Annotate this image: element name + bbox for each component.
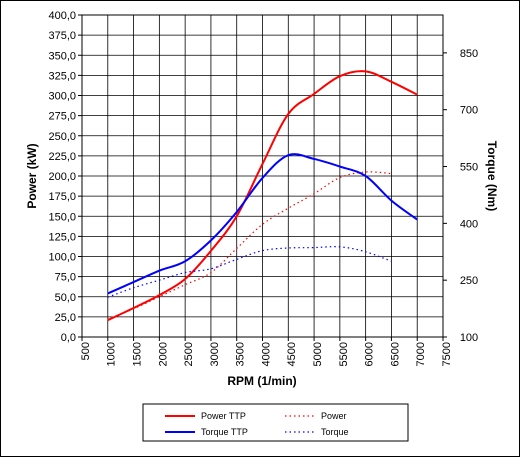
legend-label: Torque TTP: [201, 427, 248, 437]
y2-tick-label: 550: [460, 162, 478, 174]
legend-label: Torque: [321, 427, 349, 437]
legend-label: Power TTP: [201, 411, 246, 421]
y-tick-label: 50,0: [55, 292, 76, 304]
x-tick-label: 500: [80, 342, 92, 360]
y-tick-label: 400,0: [48, 10, 76, 22]
y-tick-label: 150,0: [48, 211, 76, 223]
y2-tick-label: 100: [460, 332, 478, 344]
legend-label: Power: [321, 411, 347, 421]
grid-lines: [81, 14, 444, 338]
y-axis-ticks: 0,0 25,0 50,0 75,0 100,0 125,0 150,0 175,0 200,0…: [48, 10, 82, 344]
y-tick-label: 325,0: [48, 70, 76, 82]
x-tick-label: 4500: [286, 342, 298, 366]
plot-area-border: [81, 14, 444, 338]
x-axis-ticks: 500 1000 1500 2000 2500 3000 3500 4000 4500 5000 5…: [80, 337, 453, 366]
y-tick-label: 25,0: [55, 312, 76, 324]
series-line-power: [107, 171, 392, 320]
x-tick-label: 2000: [157, 342, 169, 366]
y-tick-label: 100,0: [48, 252, 76, 264]
y-tick-label: 375,0: [48, 30, 76, 42]
series-line-power-ttp: [107, 70, 418, 322]
x-tick-label: 7000: [415, 342, 427, 366]
x-tick-label: 7500: [441, 342, 453, 366]
y2-axis-ticks: 100 250 400 550 700 850: [443, 48, 478, 344]
y-tick-label: 350,0: [48, 50, 76, 62]
series-line-torque: [107, 246, 392, 298]
series-line-torque-ttp: [107, 153, 418, 295]
y-tick-label: 175,0: [48, 191, 76, 203]
y-tick-label: 0,0: [61, 332, 76, 344]
x-axis-label: RPM (1/min): [227, 374, 296, 388]
y-tick-label: 125,0: [48, 231, 76, 243]
y-tick-label: 300,0: [48, 91, 76, 103]
x-tick-label: 6000: [364, 342, 376, 366]
series-lines: [107, 70, 418, 322]
y2-tick-label: 850: [460, 48, 478, 60]
x-tick-label: 3500: [235, 342, 247, 366]
y-tick-label: 225,0: [48, 151, 76, 163]
x-tick-label: 6500: [389, 342, 401, 366]
legend-box: [142, 403, 409, 442]
x-tick-label: 5000: [312, 342, 324, 366]
x-tick-label: 3000: [209, 342, 221, 366]
y2-tick-label: 250: [460, 275, 478, 287]
y2-tick-label: 700: [460, 105, 478, 117]
y-tick-label: 75,0: [55, 272, 76, 284]
x-tick-label: 1500: [131, 342, 143, 366]
y-tick-label: 200,0: [48, 171, 76, 183]
y2-tick-label: 400: [460, 218, 478, 230]
legend: Power TTP Power Torque TTP Torque: [142, 403, 409, 442]
y-axis-label: Power (kW): [25, 143, 39, 208]
x-tick-label: 4000: [260, 342, 272, 366]
x-tick-label: 5500: [338, 342, 350, 366]
y-tick-label: 275,0: [48, 111, 76, 123]
y-tick-label: 250,0: [48, 131, 76, 143]
x-tick-label: 1000: [106, 342, 118, 366]
y2-axis-label: Torque (Nm): [485, 141, 499, 211]
x-tick-label: 2500: [183, 342, 195, 366]
